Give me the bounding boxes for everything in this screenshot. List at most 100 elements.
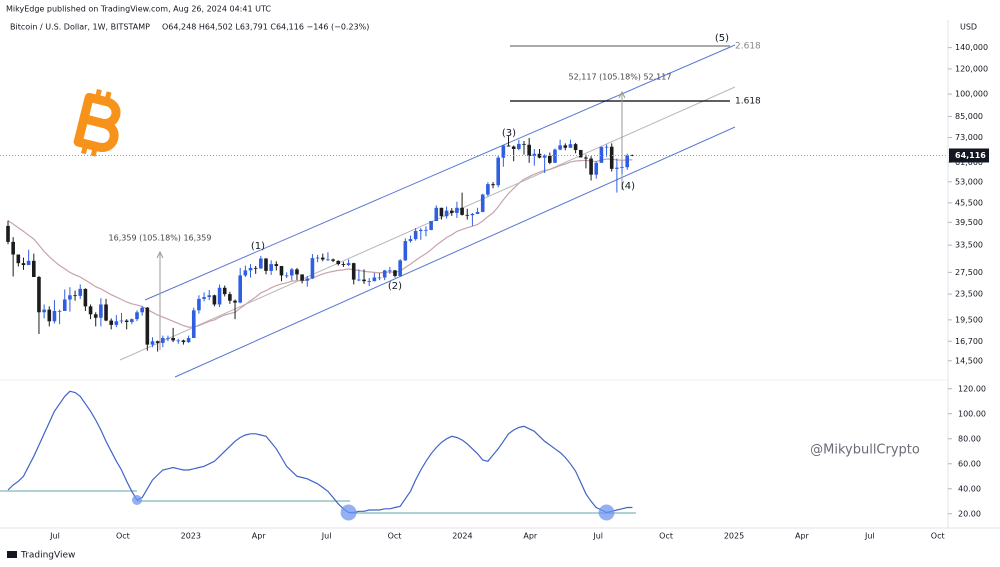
candle-body [382, 270, 387, 278]
candle-body [11, 241, 15, 255]
channel-upper [144, 44, 736, 301]
candle-body [424, 229, 428, 231]
candle-body [584, 157, 588, 159]
candle-body [207, 295, 212, 298]
candle-body [248, 267, 253, 271]
candle-body [78, 288, 83, 296]
candle-body [491, 184, 495, 186]
candle-body [300, 274, 304, 281]
candle-body [114, 321, 119, 325]
candle-body [480, 194, 485, 212]
candle-body [548, 155, 552, 163]
y-tick-label: 27,500 [955, 268, 983, 277]
tradingview-logo [7, 551, 17, 558]
candle-body [202, 297, 206, 299]
y-tick-label: 40.00 [958, 484, 981, 493]
fib-label: 1.618 [735, 97, 761, 107]
candle-body [594, 162, 599, 175]
candle-body [470, 213, 475, 216]
oscillator-line [7, 390, 633, 514]
candle-body [290, 269, 294, 276]
candle-body [83, 288, 88, 307]
candle-body [310, 258, 315, 279]
candle-body [26, 260, 31, 266]
symbol-label: Bitcoin / U.S. Dollar, 1W, BITSTAMP [10, 23, 150, 32]
candle-body [99, 304, 103, 318]
y-tick-label: 45,500 [955, 198, 983, 207]
candle-body [243, 270, 248, 276]
candle-body [336, 260, 341, 265]
x-tick-label: Jul [321, 532, 332, 541]
candle-body [233, 300, 237, 303]
candle-body [52, 310, 57, 322]
candle-body [62, 299, 67, 311]
candle-body [16, 254, 21, 264]
candle-body [506, 145, 511, 147]
footer-brand: TradingView [20, 551, 75, 561]
candle-body [599, 146, 604, 163]
candle-body [398, 260, 402, 276]
wave-label: (4) [621, 181, 635, 192]
candle-body [413, 231, 418, 240]
candle-body [542, 155, 547, 158]
candle-body [522, 143, 526, 145]
x-tick-label: Jul [592, 532, 603, 541]
candle-body [228, 294, 232, 301]
candle-body [264, 258, 268, 271]
candle-body [119, 320, 124, 322]
candle-body [351, 263, 356, 280]
y-tick-label: 19,500 [955, 315, 983, 324]
ohlc-label: O64,248 H64,502 L63,791 C64,116 −146 (−0… [162, 23, 369, 32]
candle-body [217, 287, 222, 305]
candle-body [197, 298, 201, 311]
candle-body [393, 270, 397, 276]
candle-body [331, 259, 335, 261]
candle-body [615, 167, 619, 169]
candle-body [625, 155, 629, 168]
candle-body [150, 341, 155, 345]
y-tick-label: 14,500 [955, 356, 983, 365]
candle-body [527, 144, 531, 156]
candle-body [517, 143, 521, 149]
candle-body [496, 157, 500, 186]
candle-body [604, 146, 609, 148]
y-tick-label: 20.00 [958, 509, 981, 518]
x-tick-label: Apr [795, 532, 810, 541]
candle-body [449, 210, 454, 213]
candle-body [145, 307, 150, 345]
candle-body [191, 310, 196, 338]
channel-lower [174, 126, 736, 378]
candle-body [161, 338, 165, 343]
candle-body [589, 158, 593, 175]
measure-arrow [156, 250, 164, 259]
candle-body [124, 320, 129, 323]
y-tick-label: 16,700 [955, 337, 983, 346]
candle-body [553, 149, 557, 163]
x-tick-label: 2023 [181, 532, 201, 541]
candle-body [88, 306, 93, 315]
y-tick-label: 120.00 [958, 384, 986, 393]
candle-body [140, 307, 144, 313]
candle-body [362, 279, 366, 282]
candle-body [372, 277, 377, 282]
wave-label: (5) [715, 33, 729, 44]
candle-body [32, 260, 36, 277]
candle-body [21, 263, 26, 266]
bitcoin-logo [73, 88, 121, 157]
x-tick-label: Apr [252, 532, 267, 541]
candle-body [295, 269, 299, 275]
candle-body [57, 310, 62, 312]
candle-body [408, 239, 413, 242]
candle-body [93, 314, 98, 318]
candle-body [274, 264, 279, 267]
candle-body [238, 275, 242, 303]
candle-body [212, 295, 217, 305]
candle-body [558, 145, 562, 150]
x-tick-label: Oct [388, 532, 402, 541]
publisher-note: MikyEdge published on TradingView.com, A… [6, 5, 271, 14]
oscillator-low-marker [598, 504, 615, 521]
x-tick-label: 2025 [724, 532, 744, 541]
candle-body [486, 184, 490, 195]
candle-body [439, 207, 444, 217]
